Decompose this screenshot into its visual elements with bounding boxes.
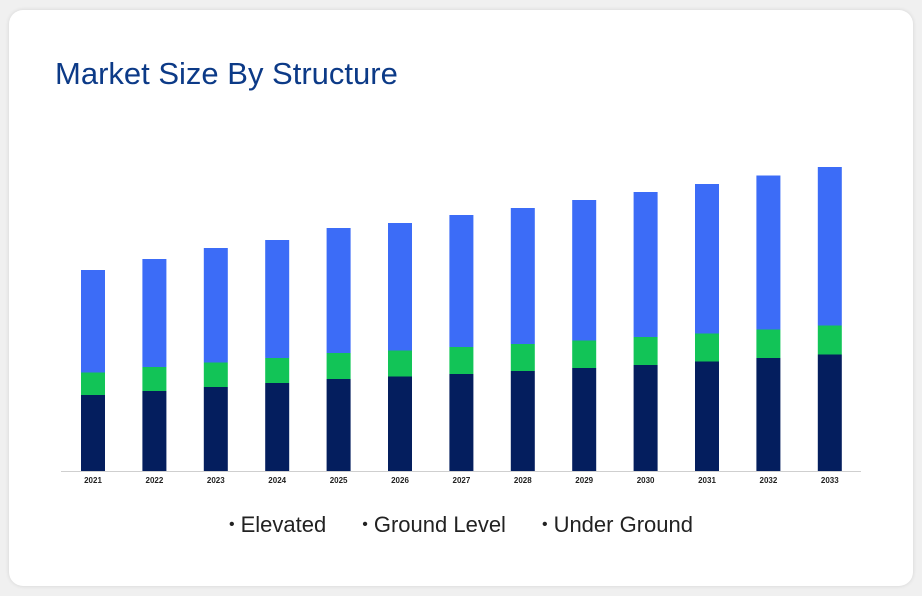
- bar-elevated-2029: [572, 200, 597, 341]
- bar-elevated-2033: [817, 167, 842, 326]
- bar-elevated-2030: [633, 192, 658, 337]
- bar-elevated-2023: [203, 248, 228, 363]
- x-tick-label: 2025: [330, 476, 348, 485]
- x-tick-label: 2031: [698, 476, 716, 485]
- x-tick-label: 2026: [391, 476, 409, 485]
- x-tick-label: 2021: [84, 476, 102, 485]
- bar-under-ground-2022: [142, 391, 167, 471]
- bar-ground-level-2026: [388, 350, 412, 377]
- x-tick-label: 2024: [268, 476, 286, 485]
- bar-under-ground-2021: [81, 395, 105, 471]
- bar-ground-level-2028: [510, 344, 535, 371]
- bar-elevated-2025: [326, 228, 351, 353]
- bullet-icon: •: [541, 516, 548, 533]
- bar-under-ground-2029: [572, 368, 597, 471]
- bar-under-ground-2032: [756, 358, 781, 471]
- x-tick-label: 2029: [575, 476, 593, 485]
- bar-ground-level-2032: [756, 329, 781, 358]
- x-tick-label: 2030: [637, 476, 655, 485]
- chart-title: Market Size By Structure: [55, 56, 398, 91]
- bar-elevated-2022: [142, 259, 167, 367]
- bar-under-ground-2026: [388, 376, 412, 471]
- bar-under-ground-2028: [510, 371, 535, 471]
- x-tick-label: 2032: [760, 476, 778, 485]
- chart-legend: • Elevated • Ground Level • Under Ground: [9, 512, 913, 538]
- x-tick-label: 2022: [146, 476, 164, 485]
- bar-under-ground-2033: [817, 354, 842, 471]
- bar-ground-level-2021: [81, 372, 105, 395]
- x-tick-label: 2027: [453, 476, 471, 485]
- bar-under-ground-2023: [203, 387, 228, 471]
- legend-label: Under Ground: [553, 512, 693, 537]
- bar-under-ground-2031: [695, 361, 719, 471]
- x-tick-label: 2033: [821, 476, 839, 485]
- legend-label: Ground Level: [373, 512, 506, 537]
- bar-elevated-2021: [81, 270, 105, 373]
- bar-under-ground-2025: [326, 379, 351, 471]
- bullet-icon: •: [362, 516, 368, 533]
- bar-ground-level-2031: [695, 333, 719, 362]
- legend-label: Elevated: [240, 512, 327, 537]
- bar-elevated-2028: [510, 208, 535, 344]
- bar-ground-level-2022: [142, 367, 167, 391]
- bar-ground-level-2029: [572, 340, 597, 368]
- chart-card: Market Size By Structure 2021 2022 2023 202…: [9, 10, 913, 586]
- bar-chart: 2021 2022 2023 2024 2025 2026 2027 2028 2029 2030…: [61, 167, 861, 485]
- x-tick-label: 2028: [514, 476, 532, 485]
- bar-under-ground-2024: [265, 383, 290, 471]
- bar-elevated-2027: [449, 215, 474, 347]
- bar-ground-level-2027: [449, 347, 474, 374]
- legend-item-ground-level: • Ground Level: [362, 512, 506, 538]
- legend-item-under-ground: • Under Ground: [542, 512, 693, 538]
- bar-elevated-2032: [756, 175, 781, 330]
- bar-ground-level-2033: [817, 325, 842, 355]
- bar-elevated-2031: [695, 184, 719, 334]
- x-tick-label: 2023: [207, 476, 225, 485]
- bar-under-ground-2027: [449, 374, 474, 471]
- bar-ground-level-2030: [633, 337, 658, 365]
- legend-item-elevated: • Elevated: [229, 512, 326, 538]
- bar-elevated-2024: [265, 240, 290, 358]
- bullet-icon: •: [229, 516, 235, 533]
- bar-ground-level-2024: [265, 358, 290, 383]
- bar-ground-level-2025: [326, 353, 351, 379]
- bar-elevated-2026: [388, 223, 412, 351]
- bar-ground-level-2023: [203, 362, 228, 387]
- bar-under-ground-2030: [633, 365, 658, 471]
